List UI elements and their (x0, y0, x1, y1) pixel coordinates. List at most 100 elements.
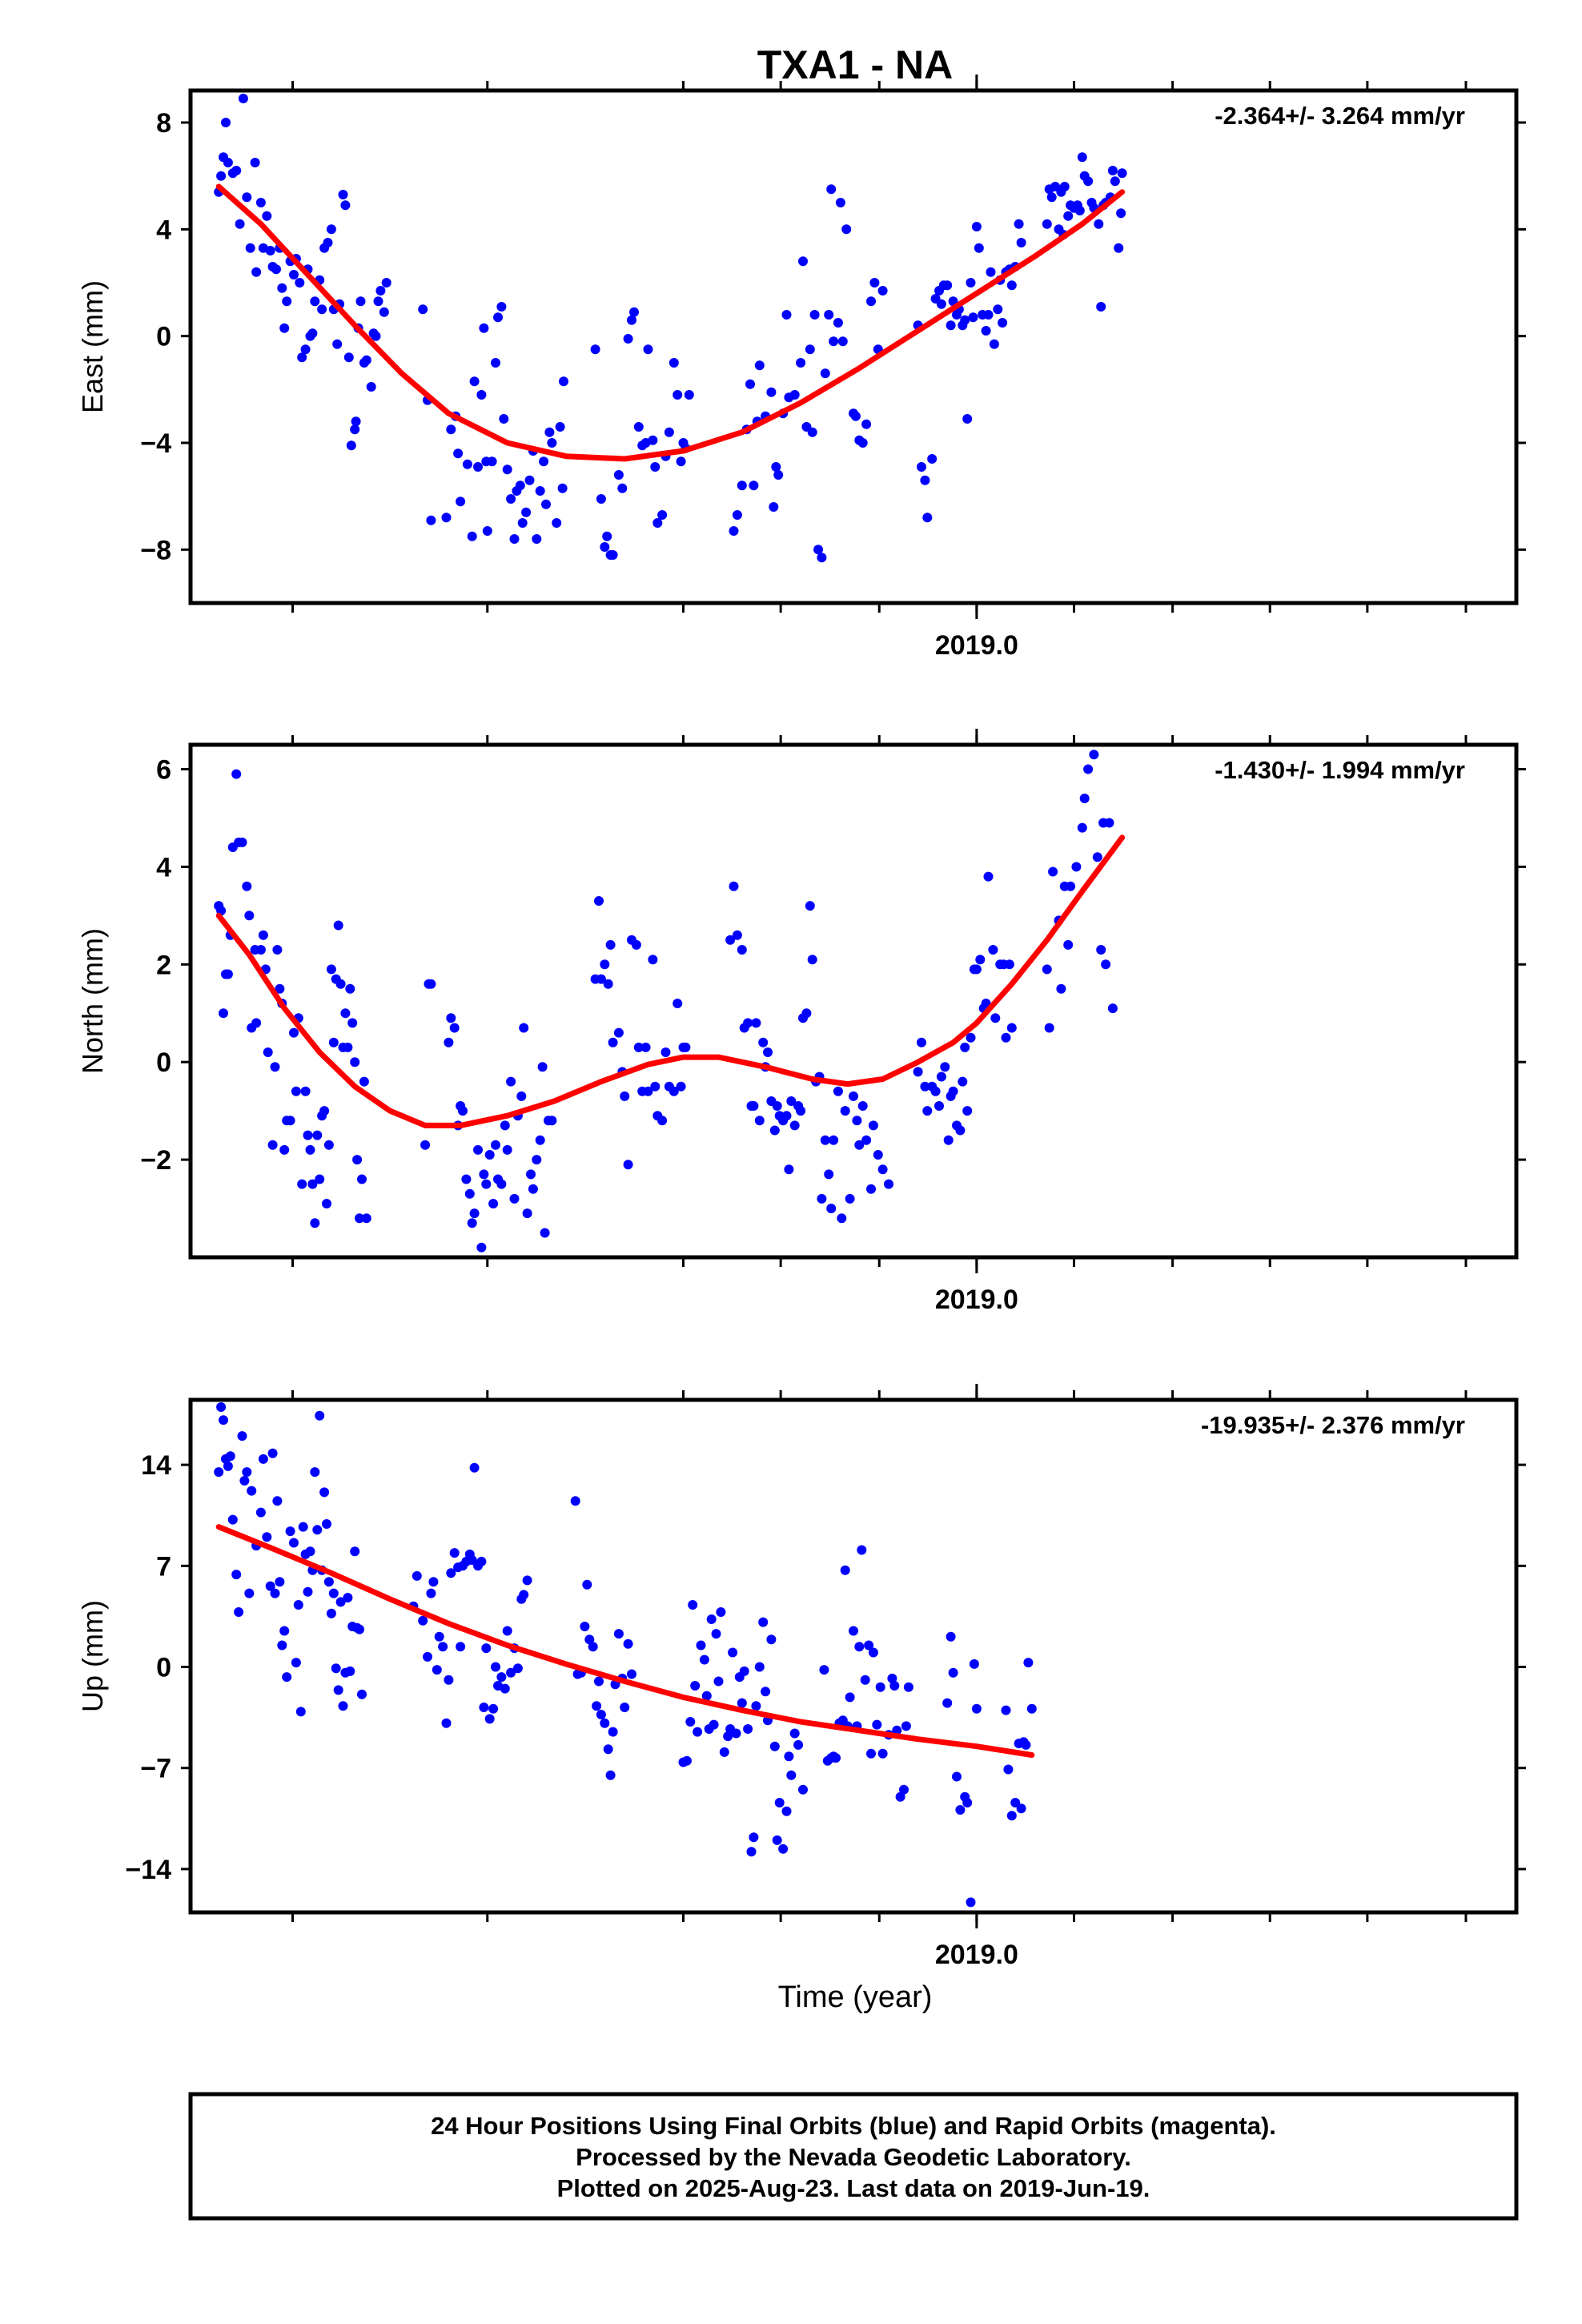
data-point (728, 1647, 738, 1658)
data-point (251, 267, 262, 277)
data-point (942, 280, 953, 291)
y-axis-label: North (mm) (76, 928, 109, 1074)
data-point (484, 1150, 495, 1160)
data-point (731, 1728, 741, 1739)
data-point (488, 1199, 499, 1208)
data-point (590, 344, 600, 355)
data-point (361, 355, 371, 365)
data-point (444, 1675, 454, 1685)
data-point (1010, 1798, 1021, 1807)
data-point (936, 1072, 946, 1082)
data-point (602, 531, 612, 541)
data-point (603, 1744, 613, 1755)
data-point (592, 1701, 602, 1711)
data-point (1023, 1658, 1034, 1668)
data-point (444, 1037, 454, 1047)
data-point (650, 462, 661, 472)
y-tick-label: 0 (156, 1653, 171, 1683)
data-point (1107, 166, 1118, 175)
data-point (506, 1076, 516, 1087)
data-point (219, 1415, 228, 1425)
data-point (509, 534, 520, 544)
data-point (620, 1703, 630, 1712)
data-point (350, 424, 360, 435)
data-point (323, 1140, 334, 1150)
data-point (326, 964, 336, 975)
data-point (854, 1642, 865, 1652)
y-tick-label: −7 (140, 1754, 171, 1784)
data-point (866, 1184, 876, 1194)
plot-frame (188, 1397, 1519, 1915)
data-point (214, 1467, 224, 1478)
data-point (272, 1496, 283, 1506)
data-point (960, 1042, 970, 1052)
data-point (275, 1577, 285, 1587)
data-point (267, 1448, 278, 1458)
y-tick-label: −4 (140, 428, 171, 459)
data-point (763, 1047, 773, 1057)
data-point (857, 1545, 867, 1555)
data-point (338, 190, 348, 199)
data-point (350, 1057, 360, 1068)
data-point (831, 1753, 841, 1763)
data-point (343, 352, 354, 363)
data-point (340, 200, 351, 211)
data-point (216, 1402, 227, 1412)
data-point (650, 1081, 661, 1092)
data-point (732, 930, 742, 940)
data-point (481, 1179, 492, 1189)
data-point (441, 513, 452, 523)
data-point (989, 339, 999, 349)
data-point (1044, 1023, 1054, 1033)
data-point (317, 304, 327, 315)
data-point (676, 1081, 686, 1092)
data-point (711, 1629, 721, 1639)
data-point (819, 1665, 829, 1675)
data-point (732, 510, 742, 520)
data-point (743, 1018, 753, 1028)
data-point (446, 1568, 456, 1578)
x-tick-label: 2019.0 (935, 630, 1018, 661)
data-point (310, 1218, 320, 1228)
data-point (605, 939, 616, 950)
data-point (657, 510, 668, 520)
data-point (769, 1125, 780, 1136)
data-point (860, 1675, 870, 1685)
data-point (946, 1631, 956, 1642)
data-point (251, 1018, 262, 1028)
data-point (242, 192, 252, 203)
data-point (255, 1507, 266, 1518)
data-point (469, 1208, 480, 1219)
data-point (1006, 1023, 1017, 1033)
data-point (676, 456, 686, 467)
y-tick-label: −14 (125, 1855, 171, 1885)
data-point (456, 1642, 466, 1652)
data-point (438, 1642, 448, 1652)
data-point (491, 1140, 500, 1150)
data-point (244, 1588, 255, 1598)
data-point (793, 1739, 804, 1750)
data-point (781, 1806, 792, 1816)
data-point (517, 518, 528, 528)
data-point (464, 1188, 475, 1199)
data-point (300, 344, 311, 355)
data-point (449, 1548, 460, 1558)
data-point (223, 158, 233, 167)
data-point (423, 1651, 432, 1662)
data-point (528, 1184, 538, 1194)
data-point (1021, 1739, 1031, 1750)
data-point (535, 1135, 545, 1145)
data-point (345, 983, 355, 994)
data-point (491, 1662, 500, 1672)
data-point (434, 1631, 444, 1642)
data-point (975, 955, 986, 965)
plot-area (214, 750, 1126, 1252)
data-point (1116, 208, 1126, 219)
data-point (737, 1698, 747, 1708)
y-tick-label: 7 (156, 1551, 171, 1582)
data-point (600, 542, 610, 552)
data-point (840, 1565, 850, 1575)
data-point (446, 424, 456, 435)
data-point (596, 1710, 606, 1719)
data-point (1016, 238, 1026, 247)
